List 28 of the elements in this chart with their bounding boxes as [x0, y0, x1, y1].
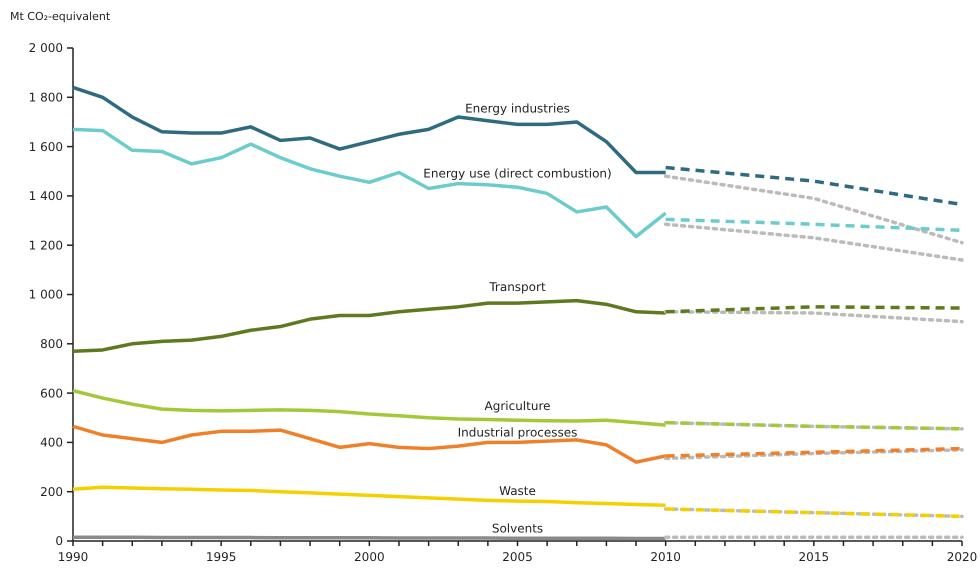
- line-series: [71, 486, 668, 508]
- series-label: Agriculture: [484, 399, 550, 414]
- series-label: Industrial processes: [458, 425, 578, 440]
- x-tick-label: 2020: [946, 550, 978, 564]
- y-tick-label: 800: [40, 337, 63, 351]
- x-tick-label: 1990: [58, 550, 88, 564]
- y-tick-label: 2 000: [28, 41, 63, 56]
- y-axis-title: Mt CO₂-equivalent: [10, 10, 111, 23]
- y-tick-label: 1 800: [28, 90, 63, 104]
- y-tick-label: 1 000: [28, 288, 63, 302]
- y-tick-label: 0: [55, 534, 63, 548]
- x-tick-label: 2000: [354, 550, 385, 564]
- series-label: Energy industries: [465, 101, 570, 116]
- x-tick-label: 2010: [650, 550, 681, 564]
- y-tick-label: 200: [40, 484, 63, 499]
- line-series: [71, 128, 668, 238]
- series-label: Energy use (direct combustion): [423, 166, 612, 180]
- x-tick-label: 1995: [206, 550, 236, 564]
- series-label: Solvents: [492, 521, 544, 536]
- y-tick-label: 1 600: [28, 140, 63, 154]
- x-tick-label: 2005: [502, 550, 533, 564]
- series-label: Transport: [488, 280, 546, 294]
- y-tick-label: 600: [40, 386, 63, 400]
- y-tick-label: 400: [40, 436, 63, 450]
- series-label: Waste: [499, 484, 536, 498]
- y-tick-label: 1 200: [28, 238, 63, 252]
- y-tick-label: 1 400: [28, 189, 63, 204]
- x-tick-label: 2015: [798, 550, 830, 564]
